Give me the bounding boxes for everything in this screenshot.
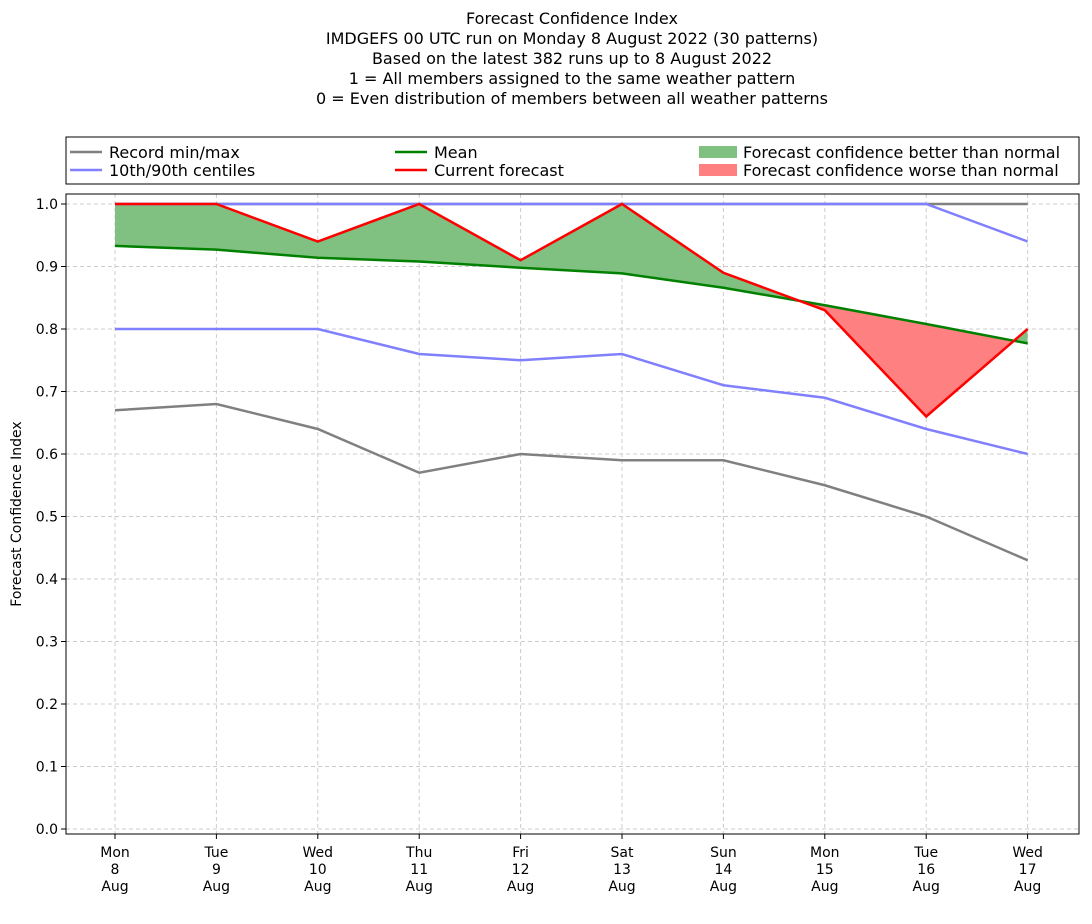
- x-tick-label: Sat: [611, 845, 634, 861]
- legend-label: Forecast confidence better than normal: [743, 143, 1060, 162]
- x-tick-label: Mon: [810, 845, 840, 861]
- x-tick-label: 8: [111, 862, 120, 878]
- y-tick-label: 0.6: [36, 447, 58, 463]
- legend-label: Mean: [434, 143, 478, 162]
- chart-title-line: Forecast Confidence Index: [466, 9, 678, 28]
- x-tick-label: Mon: [100, 845, 130, 861]
- x-tick-label: 15: [816, 862, 834, 878]
- x-tick-label: Tue: [203, 845, 228, 861]
- y-tick-label: 0.0: [36, 822, 58, 838]
- x-tick-label: 10: [309, 862, 327, 878]
- y-tick-label: 0.7: [36, 385, 58, 401]
- x-tick-label: 17: [1019, 862, 1037, 878]
- worse-than-normal-fill: [799, 300, 1014, 417]
- record-min-series: [114, 402, 1029, 562]
- x-tick-label: Aug: [101, 879, 128, 895]
- plot-frame: [65, 193, 1080, 835]
- plot-area: [66, 194, 1079, 834]
- x-tick-label: Wed: [1012, 845, 1043, 861]
- x-tick-label: Aug: [304, 879, 331, 895]
- legend-swatch-patch: [699, 146, 737, 158]
- x-tick-label: 16: [917, 862, 935, 878]
- x-tick-label: 14: [714, 862, 732, 878]
- x-tick-label: Aug: [507, 879, 534, 895]
- legend-label: 10th/90th centiles: [109, 161, 255, 180]
- record-min-line: [114, 402, 1029, 562]
- better-than-normal-fill: [115, 204, 800, 301]
- y-tick-label: 0.1: [36, 760, 58, 776]
- x-tick-label: Thu: [405, 845, 432, 861]
- y-tick-label: 0.8: [36, 322, 58, 338]
- y-tick-label: 1.0: [36, 197, 58, 213]
- y-axis-label: Forecast Confidence Index: [9, 421, 25, 606]
- current-forecast-line: [115, 202, 1029, 419]
- chart-title-line: 0 = Even distribution of members between…: [316, 89, 828, 108]
- mean-series: [114, 244, 1028, 345]
- x-tick-label: Aug: [608, 879, 635, 895]
- x-tick-label: Sun: [710, 845, 737, 861]
- x-tick-label: Aug: [406, 879, 433, 895]
- current-forecast-series: [114, 202, 1029, 419]
- x-tick-label: 11: [410, 862, 428, 878]
- legend-label: Forecast confidence worse than normal: [743, 161, 1059, 180]
- x-tick-label: 12: [512, 862, 530, 878]
- x-tick-label: 9: [212, 862, 221, 878]
- y-tick-label: 0.4: [36, 572, 58, 588]
- legend-swatch-patch: [699, 164, 737, 176]
- chart-title-line: IMDGEFS 00 UTC run on Monday 8 August 20…: [326, 29, 818, 48]
- x-tick-label: Fri: [512, 845, 529, 861]
- centile-10-line: [115, 327, 1028, 456]
- x-tick-label: Aug: [203, 879, 230, 895]
- x-tick-label: Aug: [913, 879, 940, 895]
- x-tick-label: Aug: [811, 879, 838, 895]
- legend-box: [65, 136, 1080, 185]
- y-tick-label: 0.3: [36, 635, 58, 651]
- y-tick-label: 0.9: [36, 260, 58, 276]
- legend-label: Record min/max: [109, 143, 240, 162]
- y-tick-label: 0.5: [36, 510, 58, 526]
- x-tick-label: Aug: [710, 879, 737, 895]
- chart-title-line: 1 = All members assigned to the same wea…: [349, 69, 796, 88]
- x-tick-label: 13: [613, 862, 631, 878]
- centile-10-series: [114, 327, 1028, 456]
- x-tick-label: Aug: [1014, 879, 1041, 895]
- centile-90-line: [115, 202, 1029, 243]
- chart-title-line: Based on the latest 382 runs up to 8 Aug…: [372, 49, 772, 68]
- legend-label: Current forecast: [434, 161, 564, 180]
- mean-line: [114, 244, 1028, 345]
- x-tick-label: Tue: [913, 845, 938, 861]
- x-tick-label: Wed: [303, 845, 334, 861]
- y-tick-label: 0.2: [36, 697, 58, 713]
